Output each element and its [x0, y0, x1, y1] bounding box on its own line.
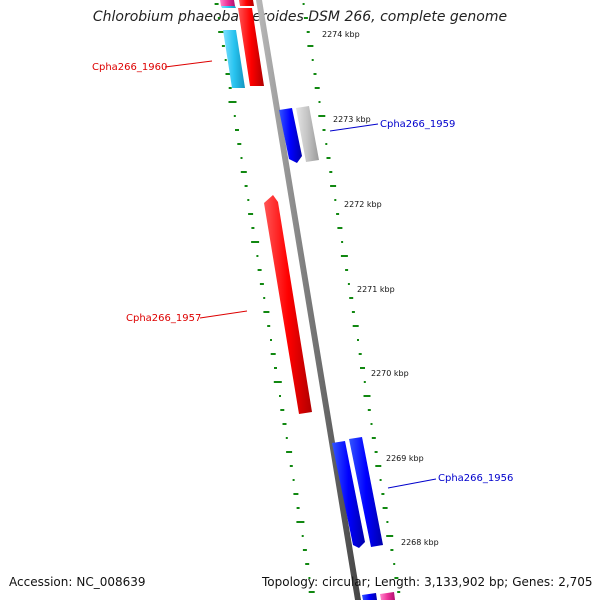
genes-label: Genes: [512, 575, 555, 589]
tick-label: 2270 kbp [371, 369, 409, 378]
gene-cpha266-1956[interactable] [349, 437, 383, 547]
genome-backbone [256, 0, 361, 600]
leader-line-1959 [329, 123, 379, 132]
gene-label-cpha266-1957[interactable]: Cpha266_1957 [126, 313, 201, 324]
tick-label: 2268 kbp [401, 538, 439, 547]
gene-feature-pink-top [220, 0, 235, 6]
accession-label: Accession: [9, 575, 73, 589]
map-title: Chlorobium phaeobacteroides DSM 266, com… [92, 9, 508, 25]
tick-label: 2269 kbp [386, 454, 424, 463]
accession-info: Accession: NC_008639 [9, 575, 146, 589]
gene-label-cpha266-1959[interactable]: Cpha266_1959 [380, 119, 455, 130]
gene-feature-cyan-top [221, 6, 236, 8]
gene-feature-red-top [239, 0, 254, 6]
gc-track-right [302, 3, 401, 593]
leader-line-1957 [199, 310, 248, 319]
tick-label: 2273 kbp [333, 115, 371, 124]
gene-feature-grey [296, 106, 319, 162]
tick-label: 2274 kbp [322, 30, 360, 39]
gene-label-cpha266-1960[interactable]: Cpha266_1960 [92, 62, 167, 73]
genes-value: 2,705 [558, 575, 593, 589]
tick-label: 2272 kbp [344, 200, 382, 209]
gene-feature-cyan [223, 30, 245, 88]
leader-line-1960 [164, 60, 213, 68]
tick-label: 2271 kbp [357, 285, 395, 294]
gene-label-cpha266-1956[interactable]: Cpha266_1956 [438, 473, 513, 484]
length-label: Length: [374, 575, 421, 589]
topology-label: Topology: [262, 575, 319, 589]
accession-value: NC_008639 [76, 575, 146, 589]
topology-value: circular; [322, 575, 371, 589]
gene-feature-pink-bottom [380, 592, 395, 600]
length-value: 3,133,902 bp; [424, 575, 509, 589]
genome-summary: Topology: circular; Length: 3,133,902 bp; Ge… [262, 575, 593, 589]
leader-line-1956 [387, 478, 437, 489]
gene-feature-blue-bottom [362, 593, 377, 600]
gene-cpha266-1960[interactable] [238, 8, 264, 86]
gene-feature-blue-1 [332, 441, 365, 548]
gc-track-left [214, 3, 315, 593]
gene-cpha266-1957[interactable] [264, 195, 312, 414]
gene-cpha266-1959-arrow[interactable] [279, 108, 302, 163]
